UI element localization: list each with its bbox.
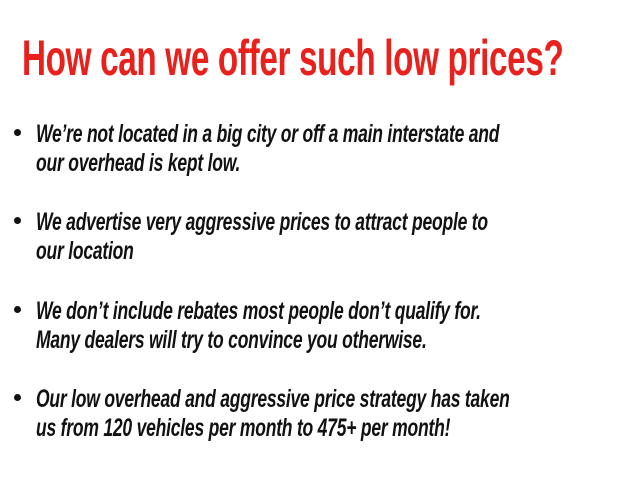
bullet-text: We’re not located in a big city or off a… xyxy=(36,120,500,148)
slide-title: How can we offer such low prices? xyxy=(22,30,564,86)
bullet-text: Many dealers will try to convince you ot… xyxy=(36,326,427,354)
bullet-text: We don’t include rebates most people don… xyxy=(36,297,481,325)
bullet-icon xyxy=(14,129,21,136)
bullet-icon xyxy=(14,394,21,401)
bullet-text: We advertise very aggressive prices to a… xyxy=(36,208,488,236)
bullet-icon xyxy=(14,306,21,313)
bullet-text: our location xyxy=(36,237,134,265)
bullet-text: us from 120 vehicles per month to 475+ p… xyxy=(36,414,451,442)
bullet-text: our overhead is kept low. xyxy=(36,149,241,177)
bullet-text: Our low overhead and aggressive price st… xyxy=(36,385,510,413)
bullet-icon xyxy=(14,217,21,224)
